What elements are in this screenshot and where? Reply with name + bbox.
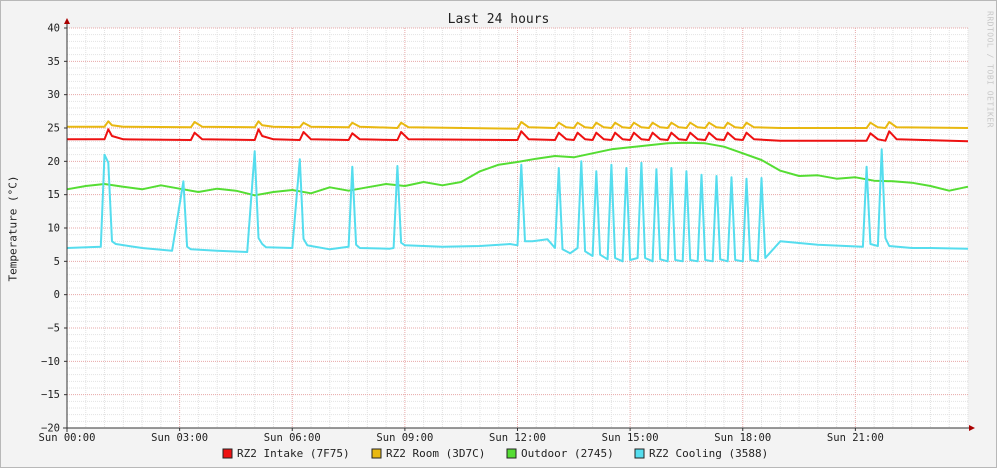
chart-title: Last 24 hours [447, 12, 550, 27]
y-tick-label: 30 [47, 89, 60, 101]
series-line-0 [67, 128, 969, 143]
y-axis-arrow [64, 18, 70, 24]
y-tick-label: 35 [47, 56, 60, 68]
x-tick-labels: Sun 00:00 Sun 03:00 Sun 06:00 Sun 09:00 Sun … [39, 428, 884, 444]
y-tick-label: 15 [47, 189, 60, 201]
series-lines [66, 120, 969, 263]
legend-swatch-3 [634, 448, 645, 459]
y-tick-label: −15 [41, 389, 60, 401]
x-tick-label: Sun 09:00 [376, 432, 433, 444]
y-tick-label: 0 [54, 289, 60, 301]
x-tick-label: Sun 12:00 [489, 432, 546, 444]
y-tick-label: −10 [41, 356, 60, 368]
series-line-2 [66, 141, 969, 197]
legend-swatch-1 [371, 448, 382, 459]
x-tick-label: Sun 00:00 [39, 432, 96, 444]
x-tick-label: Sun 03:00 [151, 432, 208, 444]
grid-lines [66, 27, 969, 429]
x-tick-label: Sun 06:00 [264, 432, 321, 444]
y-tick-label: −20 [41, 423, 60, 435]
legend-label-3: RZ2 Cooling (3588) [649, 447, 768, 460]
legend-swatch-0 [222, 448, 233, 459]
y-tick-label: 20 [47, 156, 60, 168]
y-tick-labels: 40 35 30 25 20 15 10 5 0 −5 −10 −15 −20 [41, 23, 67, 435]
y-tick-label: 5 [54, 256, 60, 268]
x-tick-label: Sun 21:00 [827, 432, 884, 444]
legend-label-2: Outdoor (2745) [521, 447, 614, 460]
y-tick-label: 40 [47, 23, 60, 35]
y-tick-label: 10 [47, 223, 60, 235]
y-tick-label: −5 [47, 323, 60, 335]
x-axis-arrow [969, 425, 975, 431]
legend-label-0: RZ2 Intake (7F75) [237, 447, 350, 460]
legend-swatch-2 [506, 448, 517, 459]
y-tick-label: 25 [47, 123, 60, 135]
series-line-1 [67, 120, 969, 130]
legend: RZ2 Intake (7F75) RZ2 Room (3D7C) Outdoor … [222, 447, 768, 460]
x-tick-label: Sun 18:00 [714, 432, 771, 444]
axes [63, 18, 975, 432]
series-line-3 [66, 148, 969, 263]
x-tick-label: Sun 15:00 [602, 432, 659, 444]
legend-label-1: RZ2 Room (3D7C) [386, 447, 485, 460]
